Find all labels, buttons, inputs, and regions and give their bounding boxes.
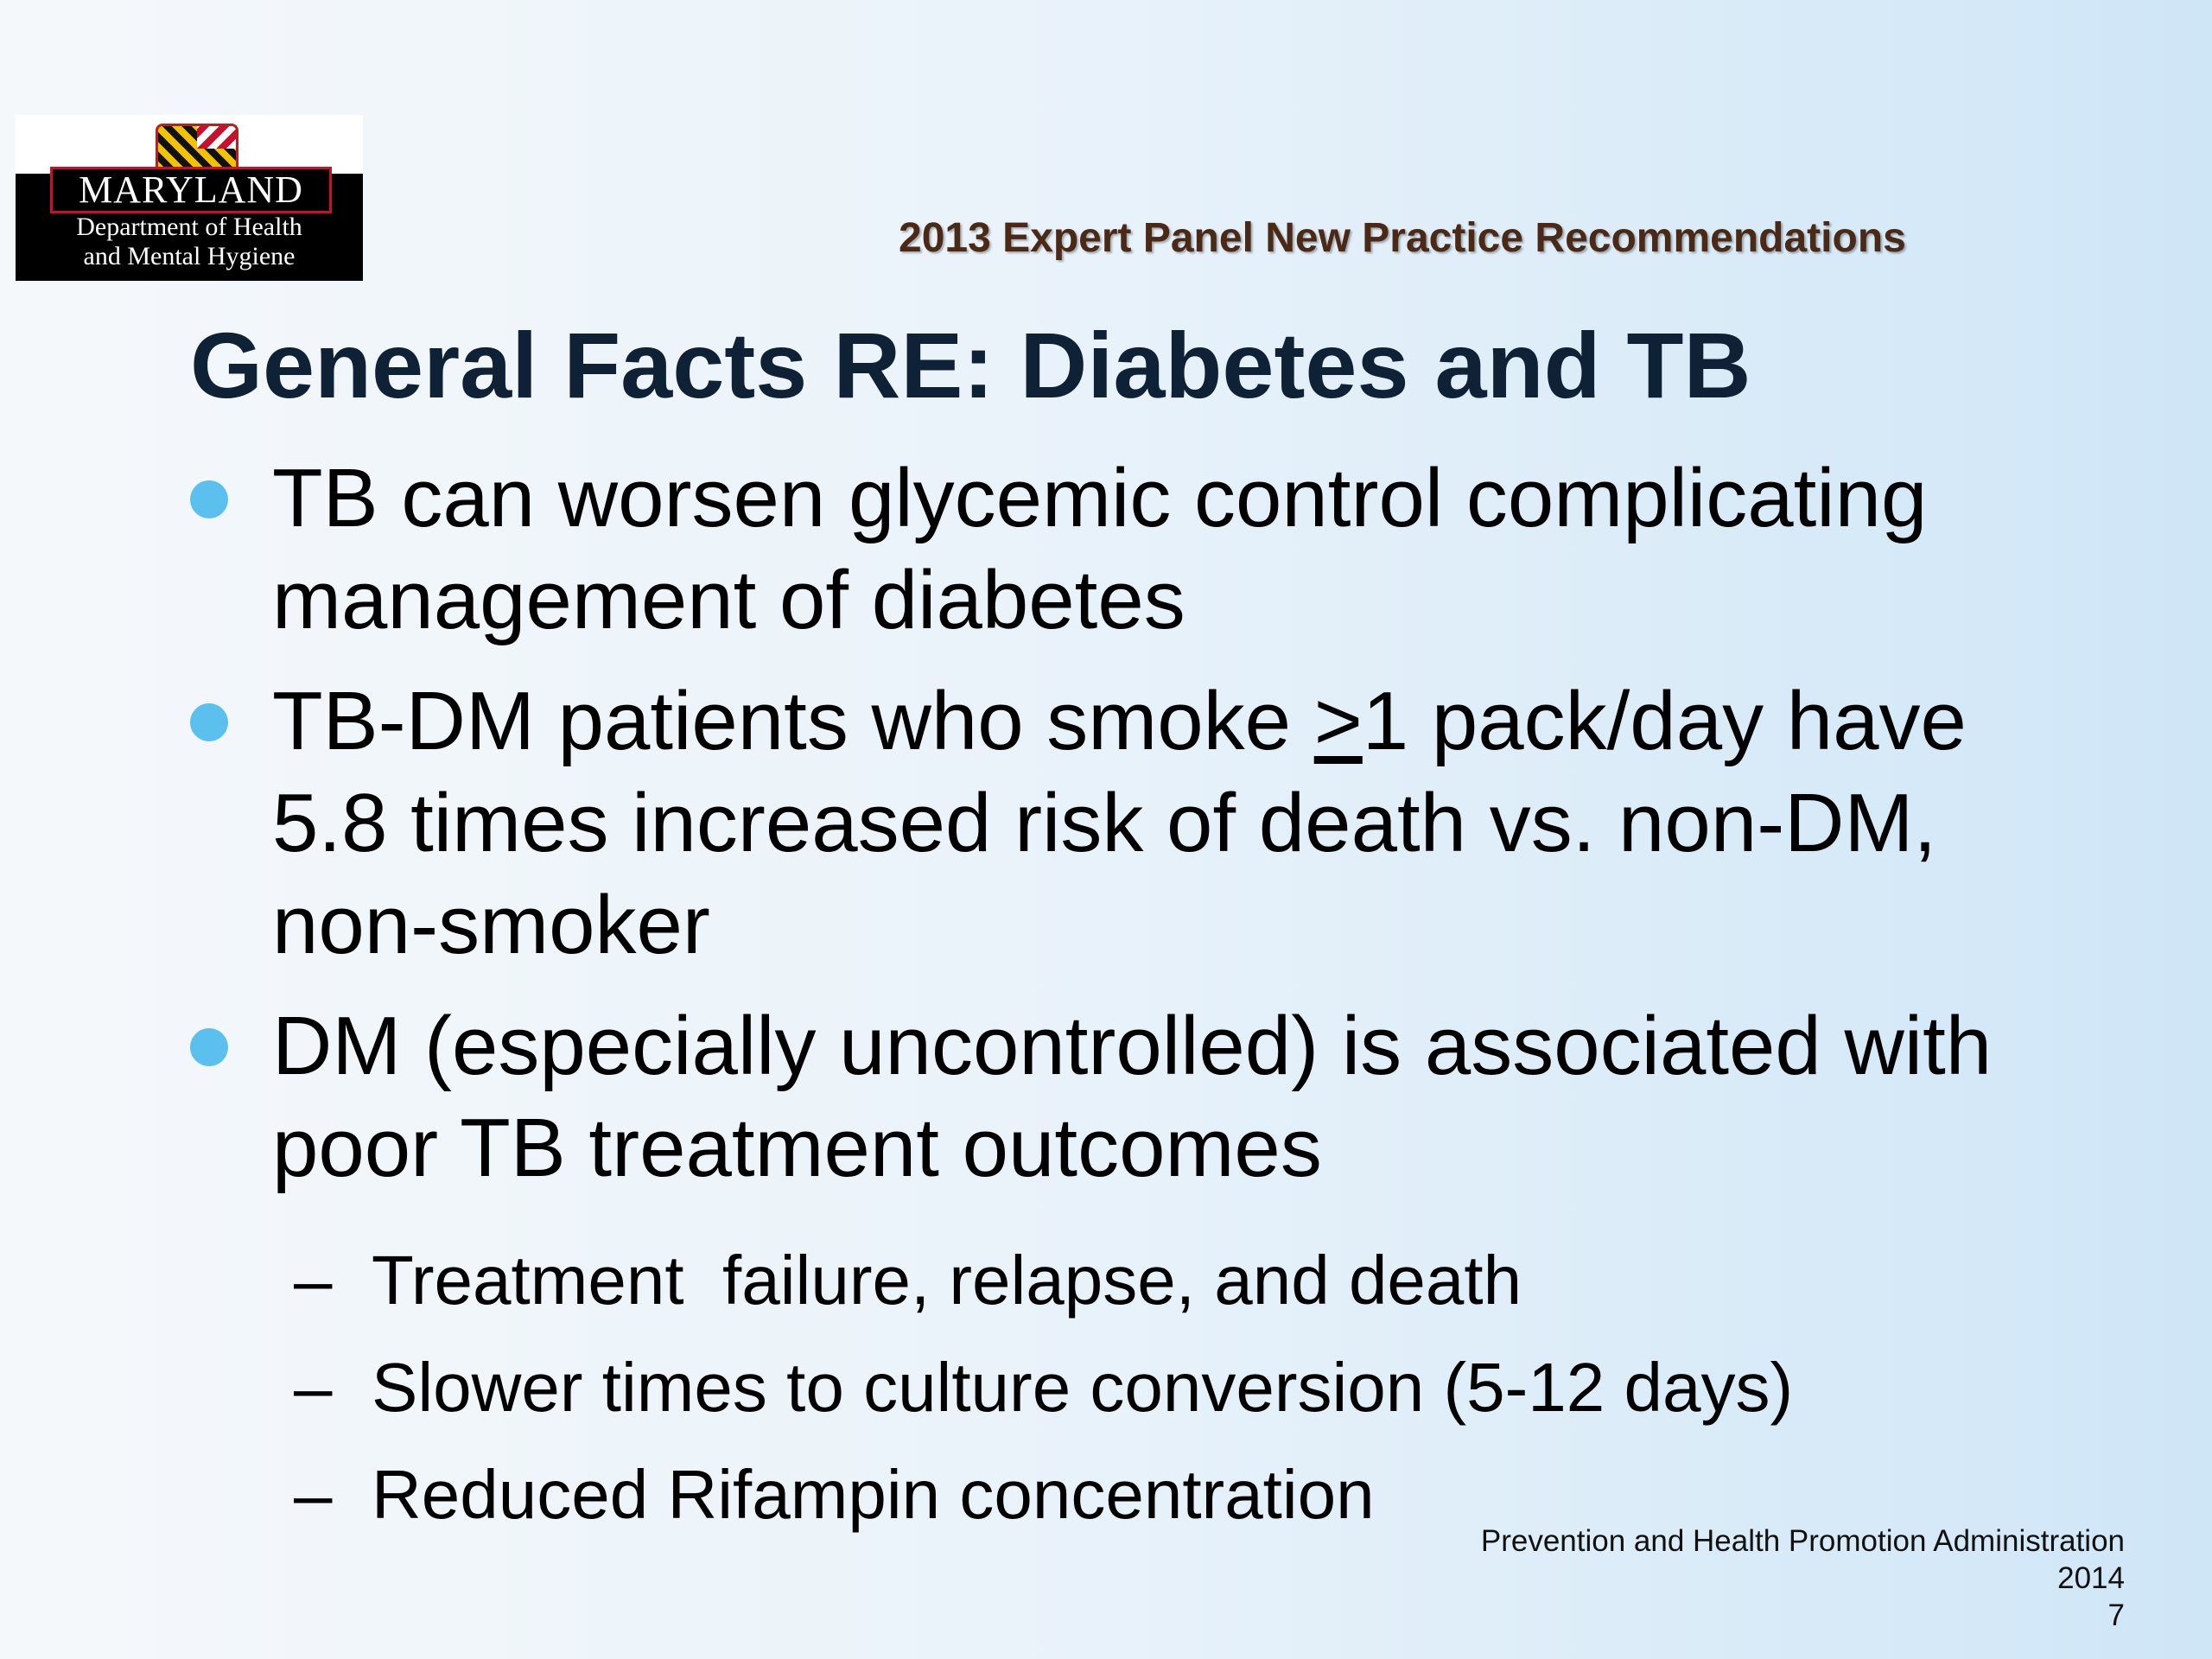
sub-bullet-item: – Slower times to culture conversion (5-…	[294, 1334, 2022, 1441]
bullet-list: TB can worsen glycemic control complicat…	[190, 448, 2091, 1218]
sub-bullet-list: – Treatment failure, relapse, and death …	[294, 1227, 2022, 1548]
bullet-text-post: 1 pack/day have 5.8 times increased risk…	[272, 675, 1967, 971]
sub-bullet-item: – Treatment failure, relapse, and death	[294, 1227, 2022, 1334]
footer-year: 2014	[2057, 1561, 2125, 1595]
greater-equal-symbol: >	[1313, 675, 1363, 767]
logo-name: MARYLAND	[50, 167, 332, 213]
maryland-flag-icon	[156, 124, 238, 174]
logo-dept-line2: and Mental Hygiene	[83, 242, 296, 270]
bullet-item: DM (especially uncontrolled) is associat…	[190, 995, 2091, 1199]
dash-icon: –	[294, 1349, 333, 1426]
maryland-dhmh-logo: MARYLAND Department of Health and Mental…	[16, 115, 363, 281]
sub-bullet-item: – Reduced Rifampin concentration	[294, 1441, 2022, 1548]
bullet-text: TB can worsen glycemic control complicat…	[272, 452, 1928, 646]
page-number: 7	[2107, 1599, 2125, 1632]
bullet-dot-icon	[190, 480, 228, 518]
sub-bullet-text: Reduced Rifampin concentration	[372, 1456, 1375, 1533]
bullet-item: TB-DM patients who smoke >1 pack/day hav…	[190, 671, 2091, 976]
bullet-text: DM (especially uncontrolled) is associat…	[272, 1000, 1993, 1194]
logo-dept-line1: Department of Health	[76, 213, 302, 241]
footer-organization: Prevention and Health Promotion Administ…	[1480, 1524, 2125, 1558]
bullet-text-pre: TB-DM patients who smoke	[272, 675, 1314, 767]
sub-bullet-text: Treatment failure, relapse, and death	[372, 1242, 1522, 1319]
page-title: General Facts RE: Diabetes and TB	[190, 313, 1751, 417]
bullet-dot-icon	[190, 1028, 228, 1066]
bullet-item: TB can worsen glycemic control complicat…	[190, 448, 2091, 652]
dash-icon: –	[294, 1456, 333, 1533]
bullet-dot-icon	[190, 703, 228, 741]
header-title: 2013 Expert Panel New Practice Recommend…	[899, 215, 1906, 261]
footer: Prevention and Health Promotion Administ…	[1481, 1522, 2125, 1634]
logo-flag-band	[16, 115, 363, 174]
logo-department: Department of Health and Mental Hygiene	[16, 213, 363, 271]
sub-bullet-text: Slower times to culture conversion (5-12…	[372, 1349, 1794, 1426]
dash-icon: –	[294, 1242, 333, 1319]
